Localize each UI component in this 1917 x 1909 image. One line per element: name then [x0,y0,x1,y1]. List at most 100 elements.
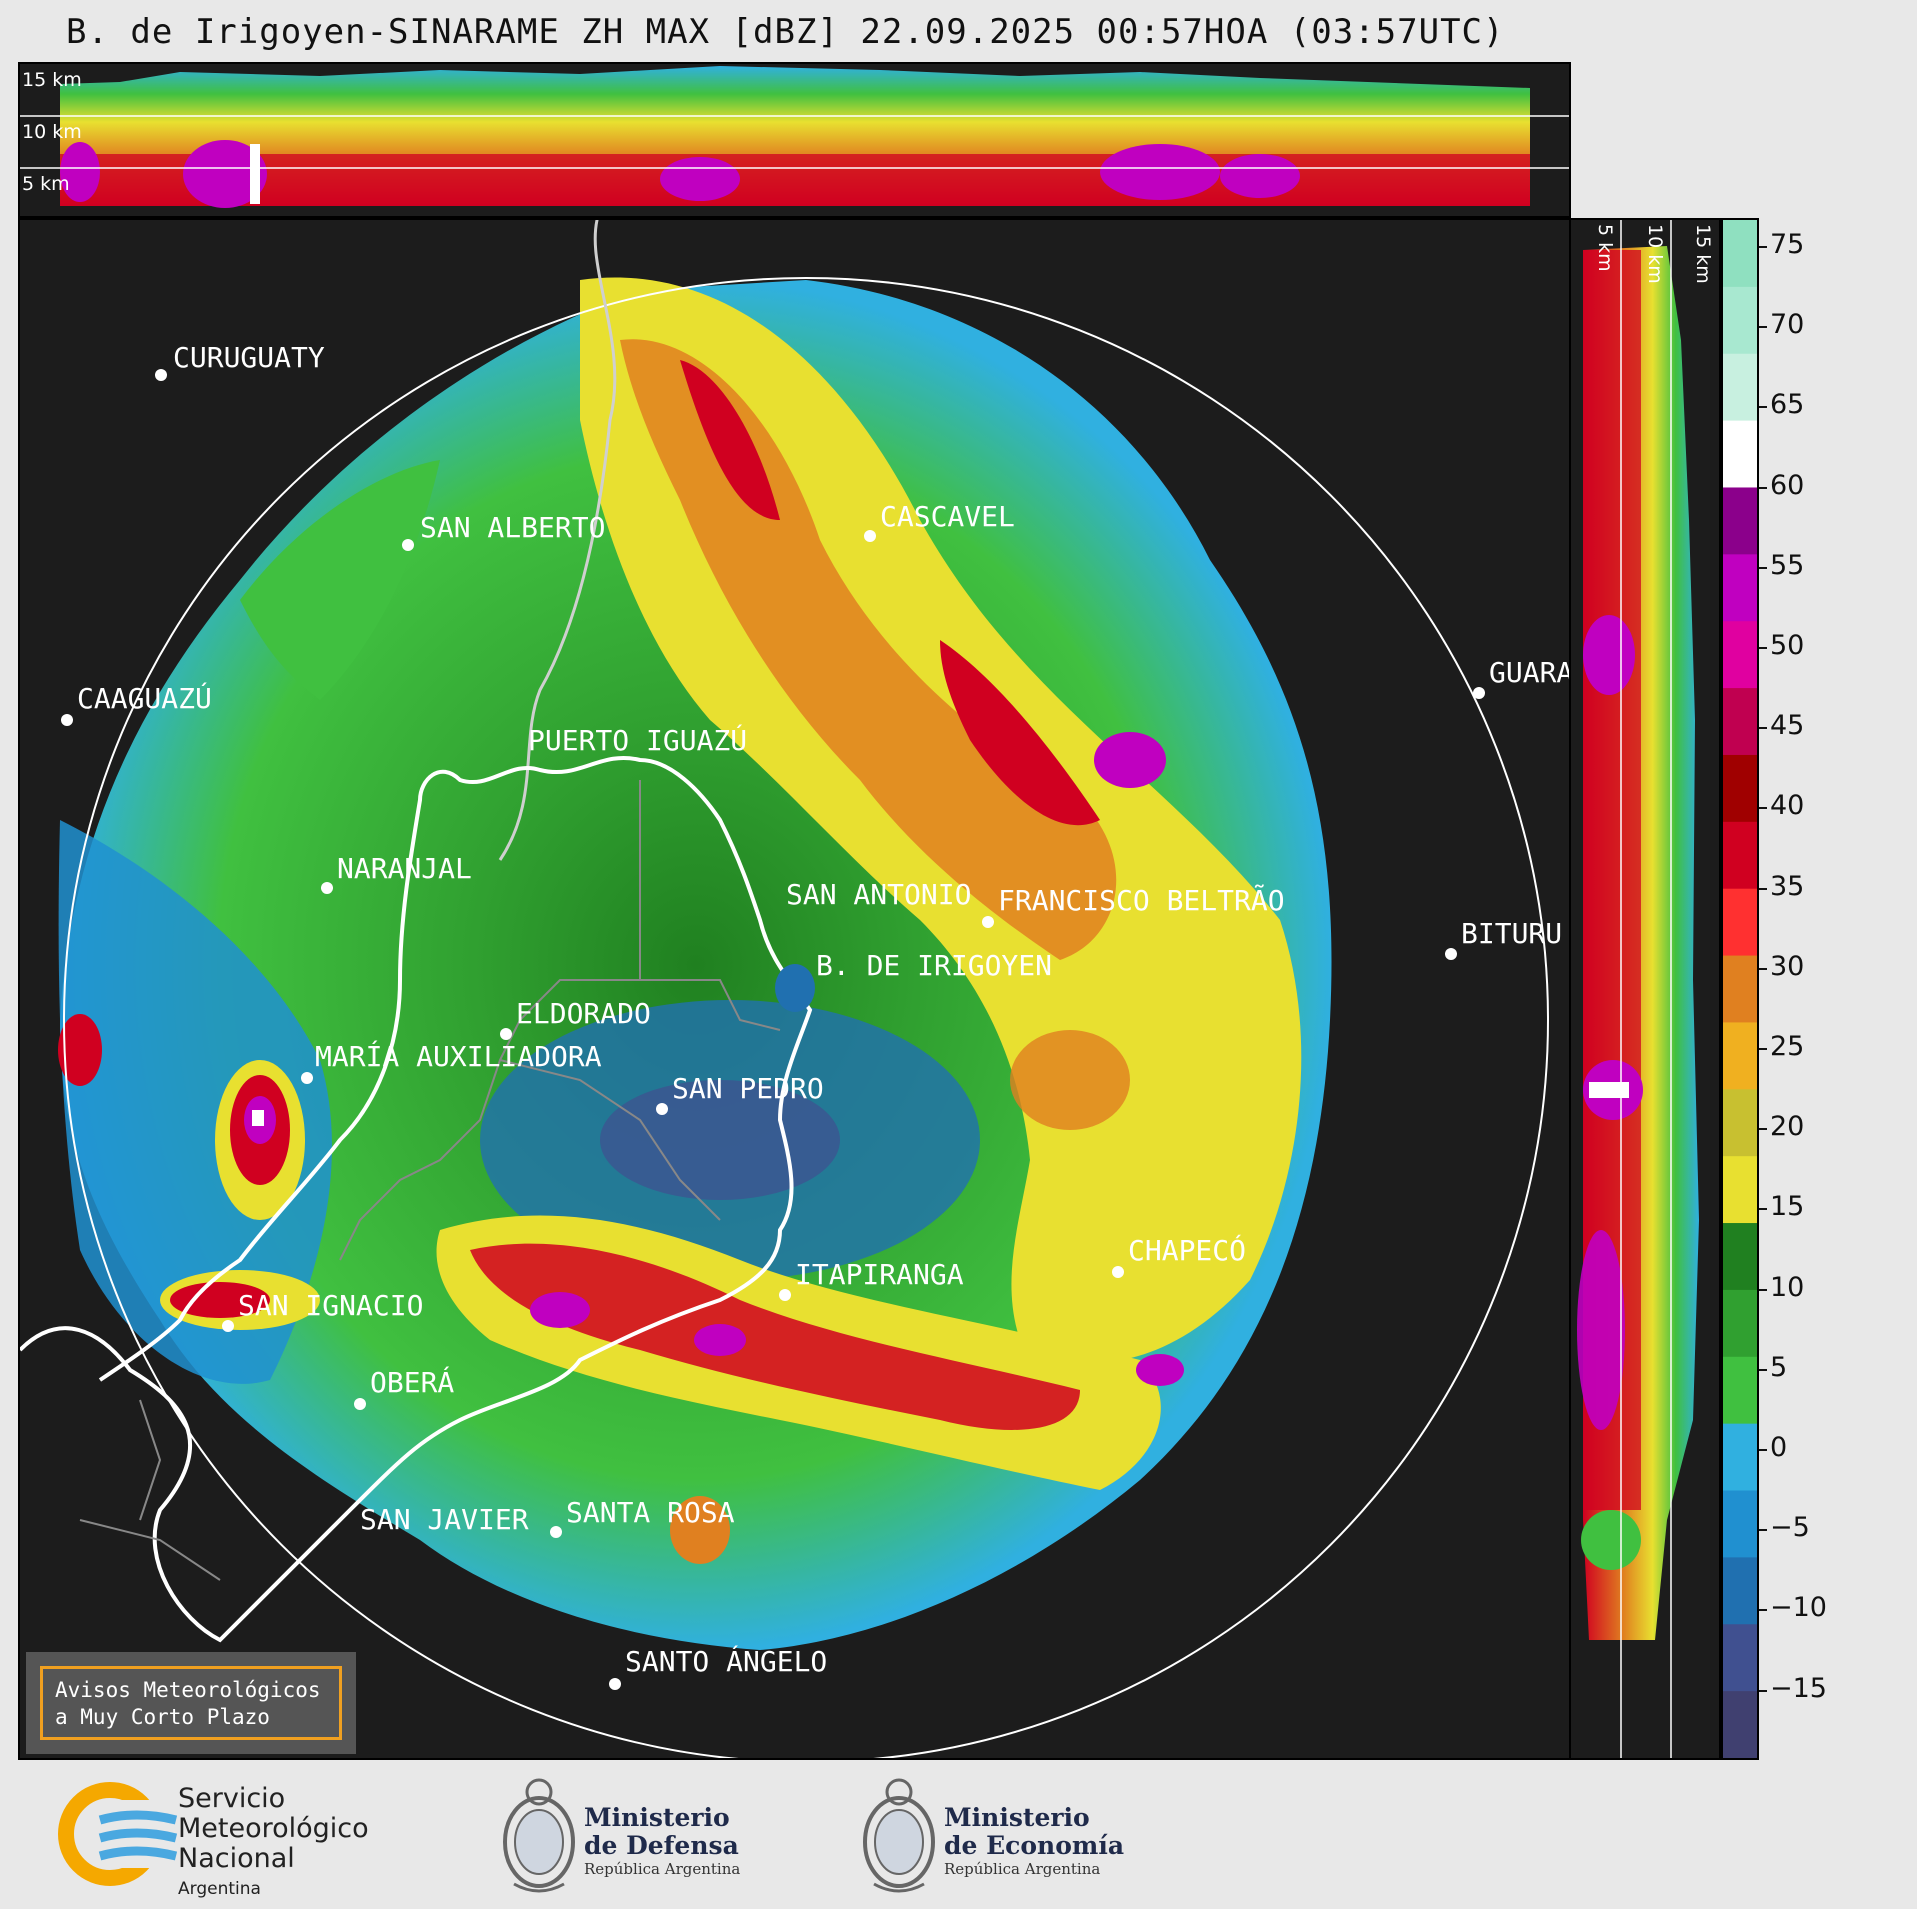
ministerio-defensa: Ministerio de Defensa República Argentin… [584,1803,741,1879]
colorbar-tick [1759,1449,1767,1451]
radar-site [775,964,815,1012]
city-label: CAAGUAZÚ [77,681,212,715]
warning-line1: Avisos Meteorológicos [55,1678,321,1702]
city-marker[interactable]: FRANCISCO BELTRÃO [982,884,1285,928]
economia-line2: de Economía [944,1831,1125,1860]
colorbar-tick-label: 55 [1770,549,1805,581]
top-km-label: 5 km [22,173,70,195]
colorbar-segment [1723,1423,1757,1492]
footer: Servicio Meteorológico Nacional Argentin… [0,1762,1917,1909]
province-border [20,756,813,1643]
city-marker[interactable]: CASCAVEL [864,500,1015,542]
economia-sub: República Argentina [944,1860,1101,1878]
colorbar-tick [1759,727,1767,730]
colorbar-segment [1723,554,1757,622]
colorbar-tick [1759,486,1767,489]
city-label: PUERTO IGUAZÚ [528,723,747,757]
warning-box[interactable]: Avisos Meteorológicos a Muy Corto Plazo [26,1652,356,1754]
colorbar-segment [1723,688,1757,756]
chart-title: B. de Irigoyen-SINARAME ZH MAX [dBZ] 22.… [66,12,1505,52]
city-marker[interactable]: SANTO ÁNGELO [609,1644,827,1690]
defensa-sub: República Argentina [584,1860,741,1878]
colorbar-tick [1759,1048,1767,1050]
city-label: NARANJAL [337,852,472,885]
city-marker[interactable]: SANTA ROSA [550,1496,735,1538]
seal-icon [863,1778,935,1893]
colorbar-segment [1723,1356,1757,1425]
colorbar-tick [1759,647,1767,649]
colorbar-tick-label: 10 [1770,1271,1805,1303]
colorbar-tick-label: −10 [1770,1592,1827,1624]
smn-name: Servicio Meteorológico Nacional Argentin… [178,1784,369,1904]
colorbar-tick-label: 70 [1770,309,1805,341]
city-marker[interactable]: SAN PEDRO [656,1072,824,1115]
city-marker[interactable]: SAN IGNACIO [222,1289,423,1332]
city-marker[interactable]: PUERTO IGUAZÚ [528,723,747,757]
city-marker[interactable]: NARANJAL [321,852,472,894]
colorbar-segment [1723,1089,1757,1157]
smn-line3: Nacional [178,1843,295,1874]
city-marker[interactable]: SAN ANTONIO [786,878,971,911]
colorbar-tick-label: 50 [1770,630,1805,661]
city-label: CHAPECÓ [1128,1233,1246,1267]
colorbar-tick [1759,1288,1767,1291]
colorbar-tick [1759,566,1767,569]
colorbar-tick [1759,1208,1767,1211]
smn-line4: Argentina [178,1879,261,1899]
city-label: SANTO ÁNGELO [625,1644,827,1678]
colorbar-segment [1723,1624,1757,1692]
seal-icon [503,1778,575,1893]
colorbar-segment [1723,1156,1757,1224]
right-cross-section-panel: 5 km 10 km 15 km [1569,218,1721,1760]
city-label: MARÍA AUXILIADORA [315,1039,602,1073]
colorbar-tick-label: 60 [1770,469,1805,501]
colorbar-tick-label: 30 [1770,950,1805,982]
economia-line1: Ministerio [944,1803,1090,1832]
colorbar-tick [1759,326,1767,329]
city-marker[interactable]: GUARA [1473,656,1571,699]
right-km-label: 5 km [1594,224,1616,272]
colorbar-segment [1723,1557,1757,1625]
range-ring [63,277,1549,1758]
colorbar-tick-label: 25 [1770,1031,1805,1062]
top-km-label: 15 km [22,69,82,91]
city-marker[interactable]: SAN JAVIER [360,1503,529,1536]
colorbar-tick [1759,887,1767,890]
colorbar-segment [1723,420,1757,488]
colorbar-segment [1723,888,1757,957]
city-label: CASCAVEL [880,500,1015,533]
city-label: ITAPIRANGA [795,1258,964,1291]
radar-map[interactable]: CURUGUATY SAN ALBERTO CASCAVEL CAAGUAZÚ … [18,218,1571,1760]
city-marker[interactable]: MARÍA AUXILIADORA [301,1039,602,1084]
city-label: SAN JAVIER [360,1503,529,1536]
city-marker[interactable]: CAAGUAZÚ [61,681,212,726]
colorbar-tick [1759,1128,1767,1131]
smn-line2: Meteorológico [178,1813,369,1844]
right-km-label: 15 km [1692,224,1714,284]
colorbar-segment [1723,1022,1757,1090]
city-label: BITURU [1461,917,1562,950]
colorbar-tick-label: 20 [1770,1111,1805,1143]
colorbar-tick [1759,1529,1767,1532]
city-marker[interactable]: SAN ALBERTO [402,511,605,551]
city-marker[interactable]: OBERÁ [354,1365,454,1410]
city-label: ELDORADO [516,997,651,1030]
city-marker[interactable]: B. DE IRIGOYEN [816,949,1052,982]
colorbar-tick-label: 5 [1770,1351,1788,1383]
city-marker[interactable]: ELDORADO [500,997,651,1040]
city-marker[interactable]: BITURU [1445,917,1562,960]
colorbar-tick [1759,1689,1767,1692]
colorbar [1721,218,1759,1760]
city-label: SAN ANTONIO [786,878,971,911]
colorbar-segment [1723,353,1757,422]
country-border [498,220,617,861]
colorbar-tick-label: −5 [1770,1512,1810,1544]
city-marker[interactable]: CHAPECÓ [1112,1233,1246,1278]
defensa-line1: Ministerio [584,1803,730,1832]
city-marker[interactable]: ITAPIRANGA [779,1258,964,1301]
colorbar-segment [1723,621,1757,689]
top-cross-section-panel: 15 km 10 km 5 km [18,62,1571,218]
colorbar-tick [1759,1368,1767,1371]
city-label: OBERÁ [370,1365,454,1399]
city-marker[interactable]: CURUGUATY [155,341,325,381]
